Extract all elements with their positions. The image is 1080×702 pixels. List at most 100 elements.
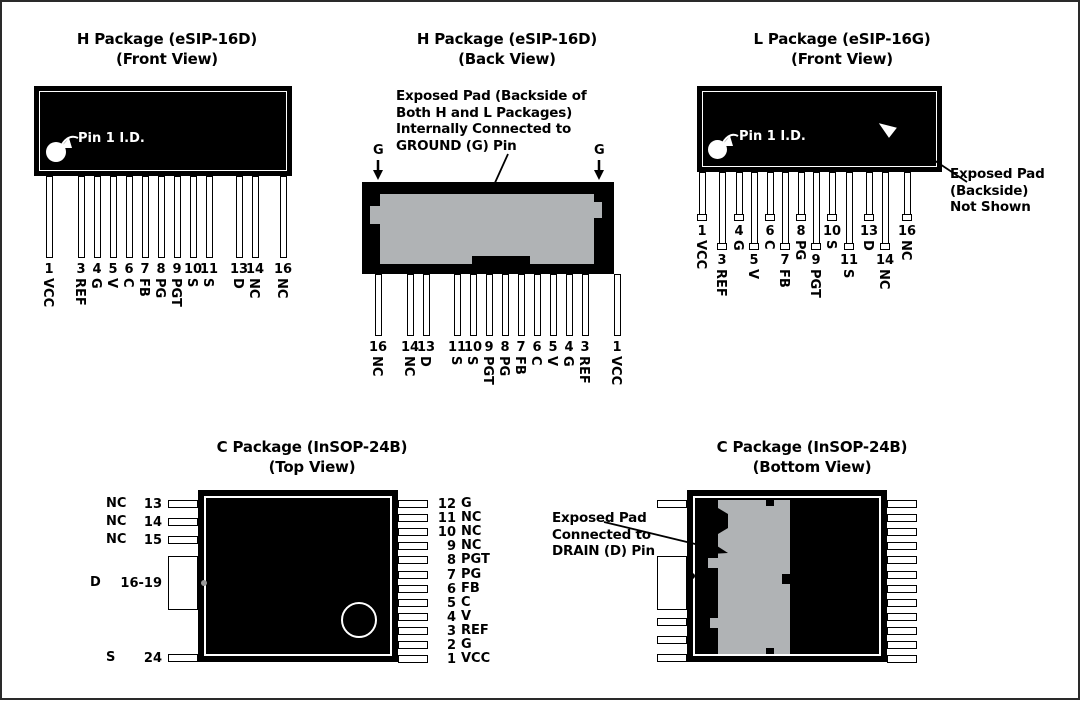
h-front-lead-8 xyxy=(157,176,165,258)
h-back-pin-name-11: S xyxy=(448,356,463,366)
c-bottom-right-lead-2 xyxy=(887,514,917,523)
l-front-pin-name-3: REF xyxy=(713,269,728,297)
h-back-title-line1: H Package (eSIP-16D) xyxy=(416,30,598,48)
panel-l-package-front-view: L Package (eSIP-16G) (Front View) Pin 1 … xyxy=(682,2,1080,422)
c-bottom-left-drain-tab xyxy=(657,556,687,610)
h-front-pin-number-3: 3 xyxy=(76,262,86,277)
c-top-left-pin-number-14: 14 xyxy=(143,515,162,530)
c-bottom-left-lead-bottom-3 xyxy=(657,654,687,662)
c-bottom-right-lead-6 xyxy=(887,570,917,579)
c-top-right-lead-8 xyxy=(398,556,428,565)
h-front-pin-name-16: NC xyxy=(274,278,289,299)
c-top-right-pin-name-7: PG xyxy=(461,566,482,582)
c-top-right-pin-name-4: V xyxy=(461,608,472,624)
h-back-pin-number-9: 9 xyxy=(484,340,494,355)
c-top-left-source-name: S xyxy=(106,650,116,665)
l-front-title-line2: (Front View) xyxy=(791,50,893,68)
l-front-pin-number-10: 10 xyxy=(822,224,842,239)
l-front-lead-foot-4 xyxy=(734,214,744,221)
h-front-pin-number-1: 1 xyxy=(44,262,54,277)
c-bottom-right-lead-1 xyxy=(887,500,917,508)
l-front-lead-4 xyxy=(735,172,743,218)
h-front-pin-name-6: C xyxy=(120,278,135,288)
c-top-right-pin-number-10: 10 xyxy=(437,525,456,541)
l-front-pin-number-3: 3 xyxy=(717,253,727,268)
h-back-lead-5 xyxy=(549,274,557,336)
h-front-lead-13 xyxy=(235,176,243,258)
c-top-left-pin-name-14: NC xyxy=(106,514,127,529)
h-back-lead-11 xyxy=(453,274,461,336)
h-front-pin-name-9: PGT xyxy=(168,278,183,307)
h-front-pin-number-8: 8 xyxy=(156,262,166,277)
h-back-pin-name-13: D xyxy=(417,356,432,367)
l-front-lead-11 xyxy=(845,172,853,247)
c-top-right-lead-11 xyxy=(398,514,428,523)
c-top-right-pin-name-2: G xyxy=(461,637,472,652)
h-back-pin-name-7: FB xyxy=(512,356,527,375)
c-bottom-right-lead-3 xyxy=(887,528,917,537)
l-front-lead-foot-9 xyxy=(811,243,821,250)
c-top-orientation-circle xyxy=(341,602,377,638)
c-top-title-line2: (Top View) xyxy=(268,458,356,476)
h-front-pin1-id-label: Pin 1 I.D. xyxy=(78,131,145,146)
c-top-package-body xyxy=(198,490,398,662)
l-front-pin-number-7: 7 xyxy=(780,253,790,268)
c-top-right-pin-name-11: NC xyxy=(461,510,482,526)
l-front-lead-14 xyxy=(881,172,889,247)
h-back-lead-3 xyxy=(581,274,589,336)
c-top-right-pin-number-3: 3 xyxy=(446,623,456,639)
c-top-right-pin-number-2: 2 xyxy=(446,638,456,653)
l-front-note-line-3: Not Shown xyxy=(950,199,1031,215)
c-top-left-source-lead xyxy=(168,654,198,662)
l-front-pin-name-14: NC xyxy=(876,269,891,290)
c-top-left-drain-name: D xyxy=(90,575,101,590)
panel-h-package-back-view: H Package (eSIP-16D) (Back View) Exposed… xyxy=(332,2,682,422)
h-front-pin-number-13: 13 xyxy=(229,262,249,277)
c-top-right-pin-name-10: NC xyxy=(461,524,482,540)
c-top-right-pin-number-11: 11 xyxy=(437,511,456,527)
c-top-right-lead-3 xyxy=(398,626,428,635)
h-front-pin-number-6: 6 xyxy=(124,262,134,277)
h-back-pin-number-11: 11 xyxy=(447,340,467,355)
c-top-right-pin-number-1: 1 xyxy=(446,652,456,668)
l-front-title-line1: L Package (eSIP-16G) xyxy=(753,30,931,48)
h-back-pin-number-1: 1 xyxy=(612,340,622,355)
l-front-lead-9 xyxy=(812,172,820,247)
l-front-lead-foot-13 xyxy=(864,214,874,221)
c-bottom-note-line-3: DRAIN (D) Pin xyxy=(552,543,655,559)
l-front-pin-number-9: 9 xyxy=(811,253,821,268)
c-top-right-pin-name-3: REF xyxy=(461,622,489,638)
c-top-left-lead-13 xyxy=(168,500,198,508)
h-back-note-line-3: Internally Connected to xyxy=(396,121,572,137)
h-back-lead-7 xyxy=(517,274,525,336)
h-front-package-body xyxy=(34,86,292,176)
c-bottom-right-lead-8 xyxy=(887,598,917,607)
l-front-package-body xyxy=(697,86,942,172)
h-back-pin-number-10: 10 xyxy=(463,340,483,355)
h-back-pin-name-14: NC xyxy=(401,356,416,377)
c-top-left-source-number: 24 xyxy=(143,651,162,666)
l-front-lead-foot-6 xyxy=(765,214,775,221)
c-bottom-exposed-pad xyxy=(603,500,790,654)
h-front-title-line1: H Package (eSIP-16D) xyxy=(76,30,258,48)
h-back-pin-number-8: 8 xyxy=(500,340,510,355)
c-top-right-pin-name-8: PGT xyxy=(461,552,490,568)
h-back-lead-6 xyxy=(533,274,541,336)
h-front-lead-11 xyxy=(205,176,213,258)
c-top-drain-tab-dot xyxy=(201,580,207,586)
c-top-left-lead-15 xyxy=(168,536,198,544)
h-front-lead-10 xyxy=(189,176,197,258)
h-back-pin-name-10: S xyxy=(464,356,479,366)
c-top-body-bevel xyxy=(204,496,392,656)
c-top-right-lead-4 xyxy=(398,612,428,621)
l-front-pin-name-10: S xyxy=(823,240,838,250)
c-top-right-pin-number-8: 8 xyxy=(446,553,456,569)
h-front-pin-number-14: 14 xyxy=(245,262,265,277)
h-front-pin-name-3: REF xyxy=(72,278,87,306)
c-bottom-note-line-2: Connected to xyxy=(552,526,651,543)
c-top-right-lead-7 xyxy=(398,570,428,579)
h-back-lead-1 xyxy=(613,274,621,336)
l-front-pin-name-9: PGT xyxy=(807,269,822,298)
h-front-pin-number-5: 5 xyxy=(108,262,118,277)
c-top-right-lead-6 xyxy=(398,584,428,593)
